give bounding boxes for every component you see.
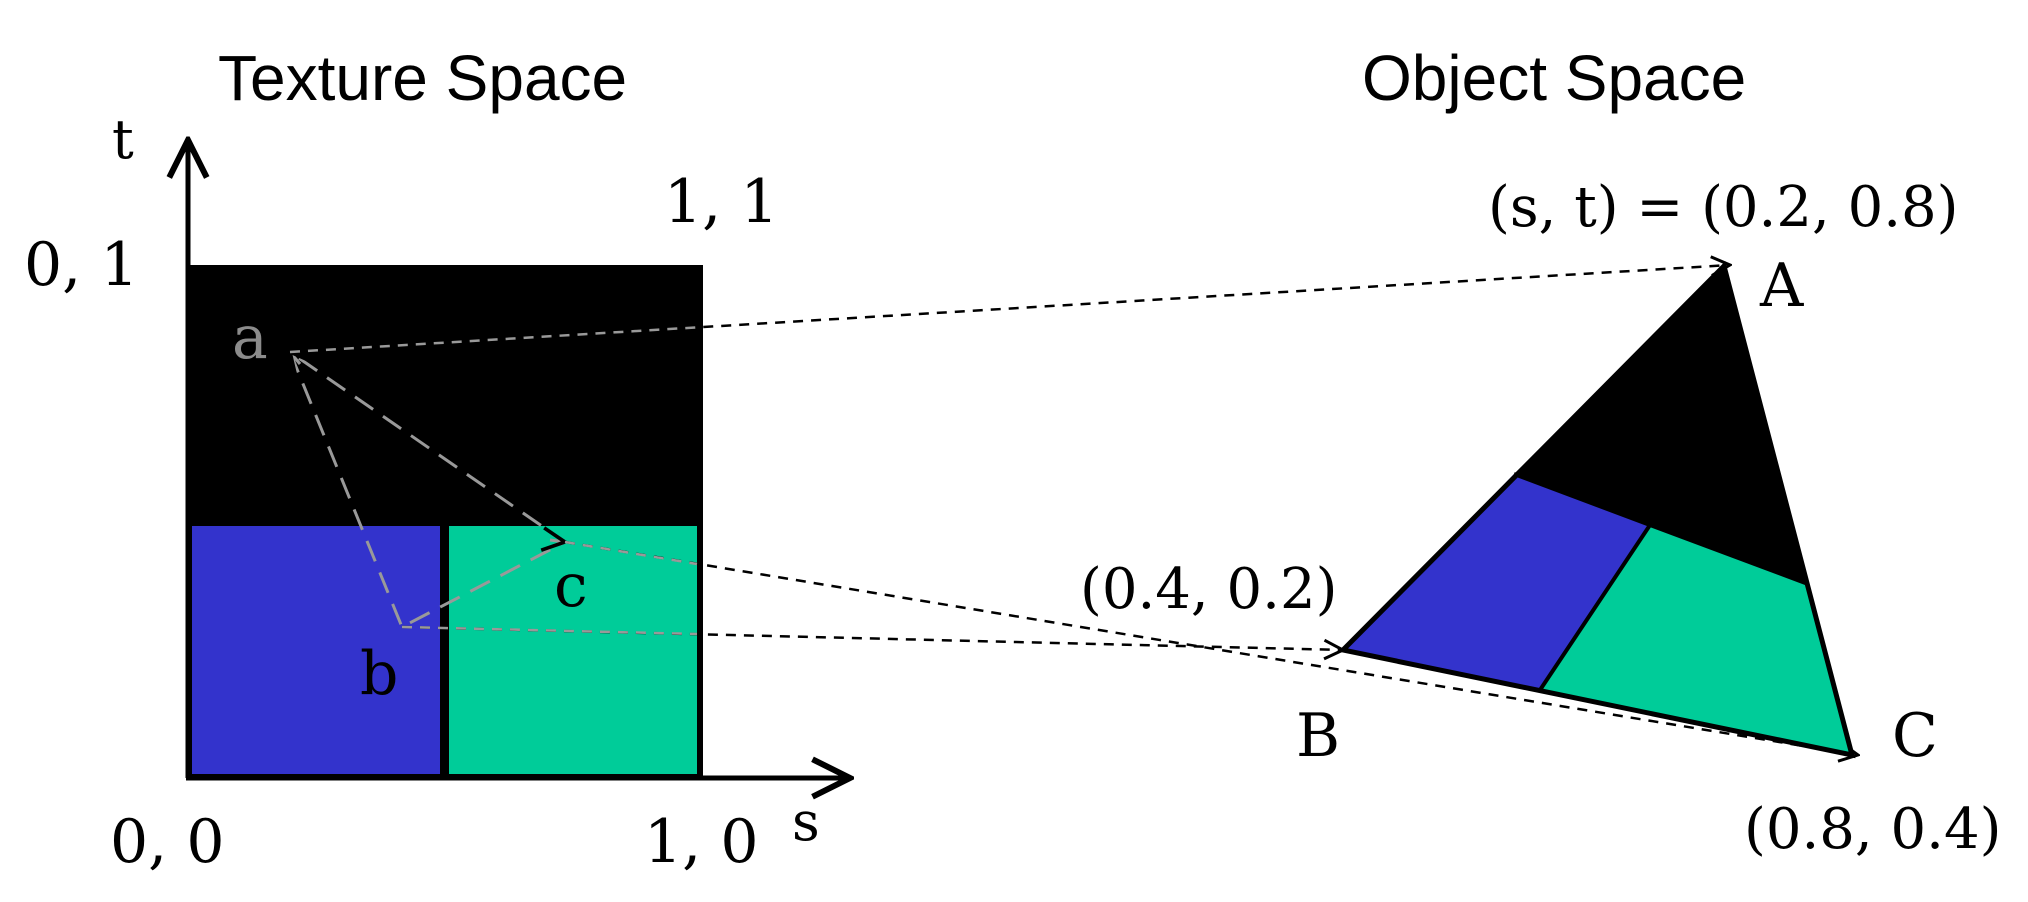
map-line-b-overlay xyxy=(401,625,698,636)
vertex-label-C: C xyxy=(1892,701,1938,771)
object-black-region xyxy=(1514,266,1808,584)
s-axis-label: s xyxy=(792,790,820,853)
triangle-c-arrowhead xyxy=(550,540,565,542)
map-line-c-to-C xyxy=(564,540,1858,755)
texture-space-panel: Texture Space t s 0, 1 1, 1 0, 0 1, 0 a … xyxy=(24,42,1858,877)
vertex-label-A: A xyxy=(1759,251,1804,321)
texture-space-title: Texture Space xyxy=(218,42,627,114)
map-line-a-overlay xyxy=(289,325,704,354)
point-label-a: a xyxy=(232,303,268,373)
map-line-c-overlay xyxy=(564,540,698,566)
coord-label-A: (s, t) = (0.2, 0.8) xyxy=(1488,175,1958,240)
corner-label-0-1: 0, 1 xyxy=(24,230,139,300)
object-blue-region xyxy=(1343,474,1650,690)
corner-label-0-0: 0, 0 xyxy=(110,807,225,877)
vertex-label-B: B xyxy=(1296,701,1340,771)
triangle-a-arrowhead xyxy=(290,352,300,364)
point-label-c: c xyxy=(554,551,588,621)
corner-label-1-1: 1, 1 xyxy=(664,167,779,237)
map-line-b-to-B xyxy=(401,625,1343,650)
coord-label-B: (0.4, 0.2) xyxy=(1080,557,1337,622)
object-region-divider-2 xyxy=(1538,523,1652,692)
texture-triangle-abc xyxy=(286,347,568,630)
coord-label-C: (0.8, 0.4) xyxy=(1744,797,2001,862)
point-label-b: b xyxy=(360,639,398,709)
object-green-region xyxy=(1540,525,1852,755)
t-axis-label: t xyxy=(112,108,134,171)
texture-blue-region xyxy=(192,526,440,774)
object-space-title: Object Space xyxy=(1362,42,1746,114)
corner-label-1-0: 1, 0 xyxy=(644,807,759,877)
object-triangle-outline xyxy=(1337,261,1856,759)
texture-green-region xyxy=(449,526,697,774)
object-space-panel: Object Space A B C (s, t) = (0.2, 0.8) (… xyxy=(1080,42,2001,862)
